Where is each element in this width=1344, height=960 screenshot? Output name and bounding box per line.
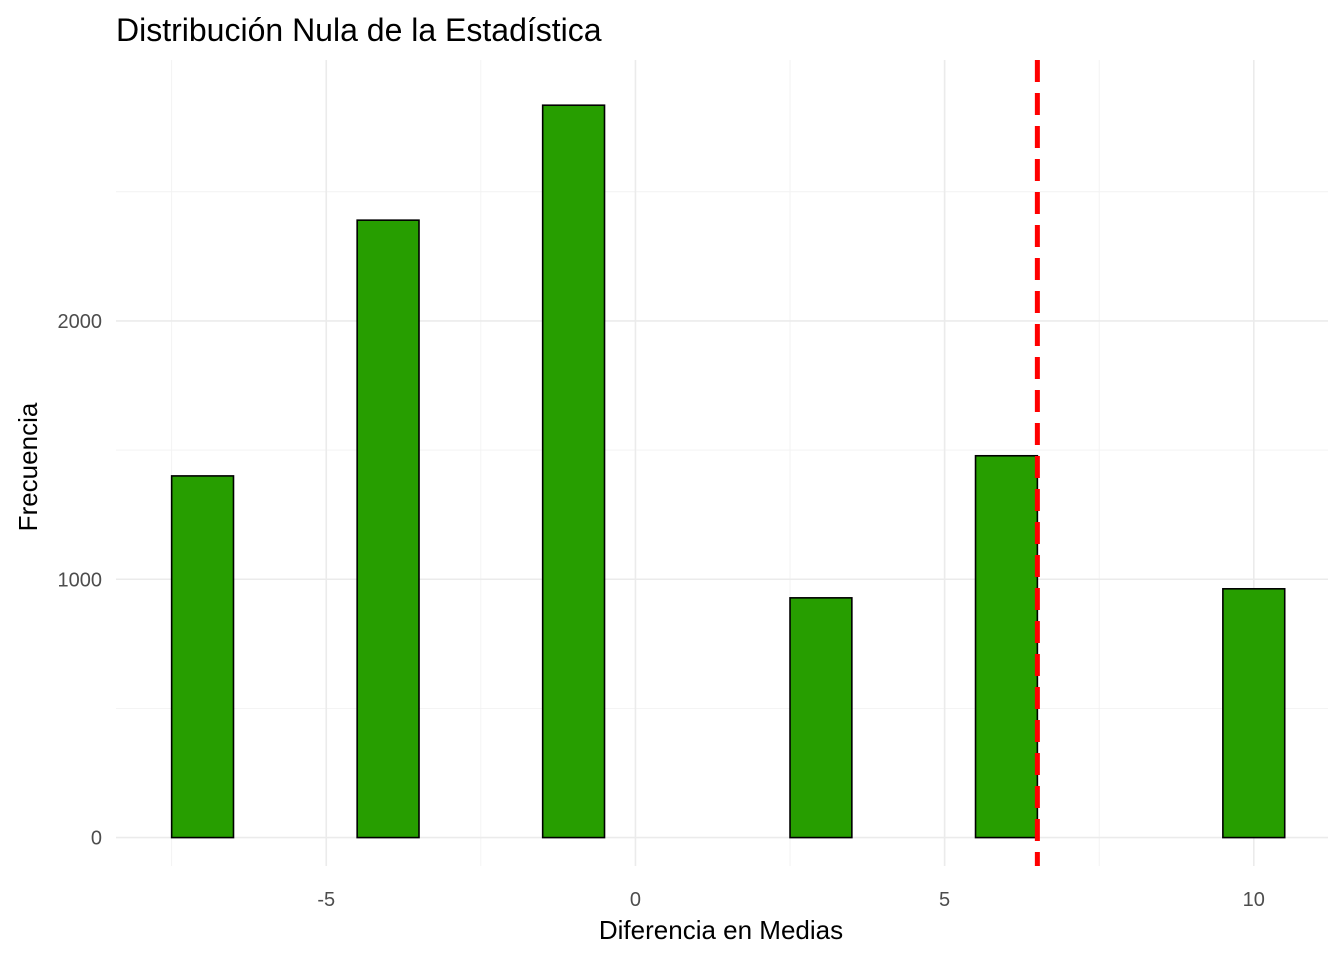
histogram-bar <box>541 104 606 839</box>
y-tick-label: 1000 <box>58 569 103 591</box>
x-tick-label: 5 <box>939 889 950 911</box>
x-tick-label: 10 <box>1243 889 1265 911</box>
histogram-bar <box>789 597 853 839</box>
chart-title: Distribución Nula de la Estadística <box>116 12 602 48</box>
y-tick-label: 2000 <box>58 311 103 333</box>
y-tick-labels: 0 1000 2000 <box>58 311 103 850</box>
x-tick-labels: -5 0 5 10 <box>317 889 1265 911</box>
x-tick-label: -5 <box>317 889 335 911</box>
x-tick-label: 0 <box>630 889 641 911</box>
histogram-bar <box>170 475 235 839</box>
y-axis-title: Frecuencia <box>13 402 43 531</box>
x-axis-title: Diferencia en Medias <box>599 915 843 945</box>
minor-gridlines <box>116 60 1328 866</box>
histogram-bars <box>170 104 1286 839</box>
histogram-bar <box>356 219 420 839</box>
y-tick-label: 0 <box>91 828 102 850</box>
histogram-bar <box>974 454 1039 839</box>
histogram-bar <box>1222 588 1286 839</box>
major-gridlines <box>116 60 1328 866</box>
